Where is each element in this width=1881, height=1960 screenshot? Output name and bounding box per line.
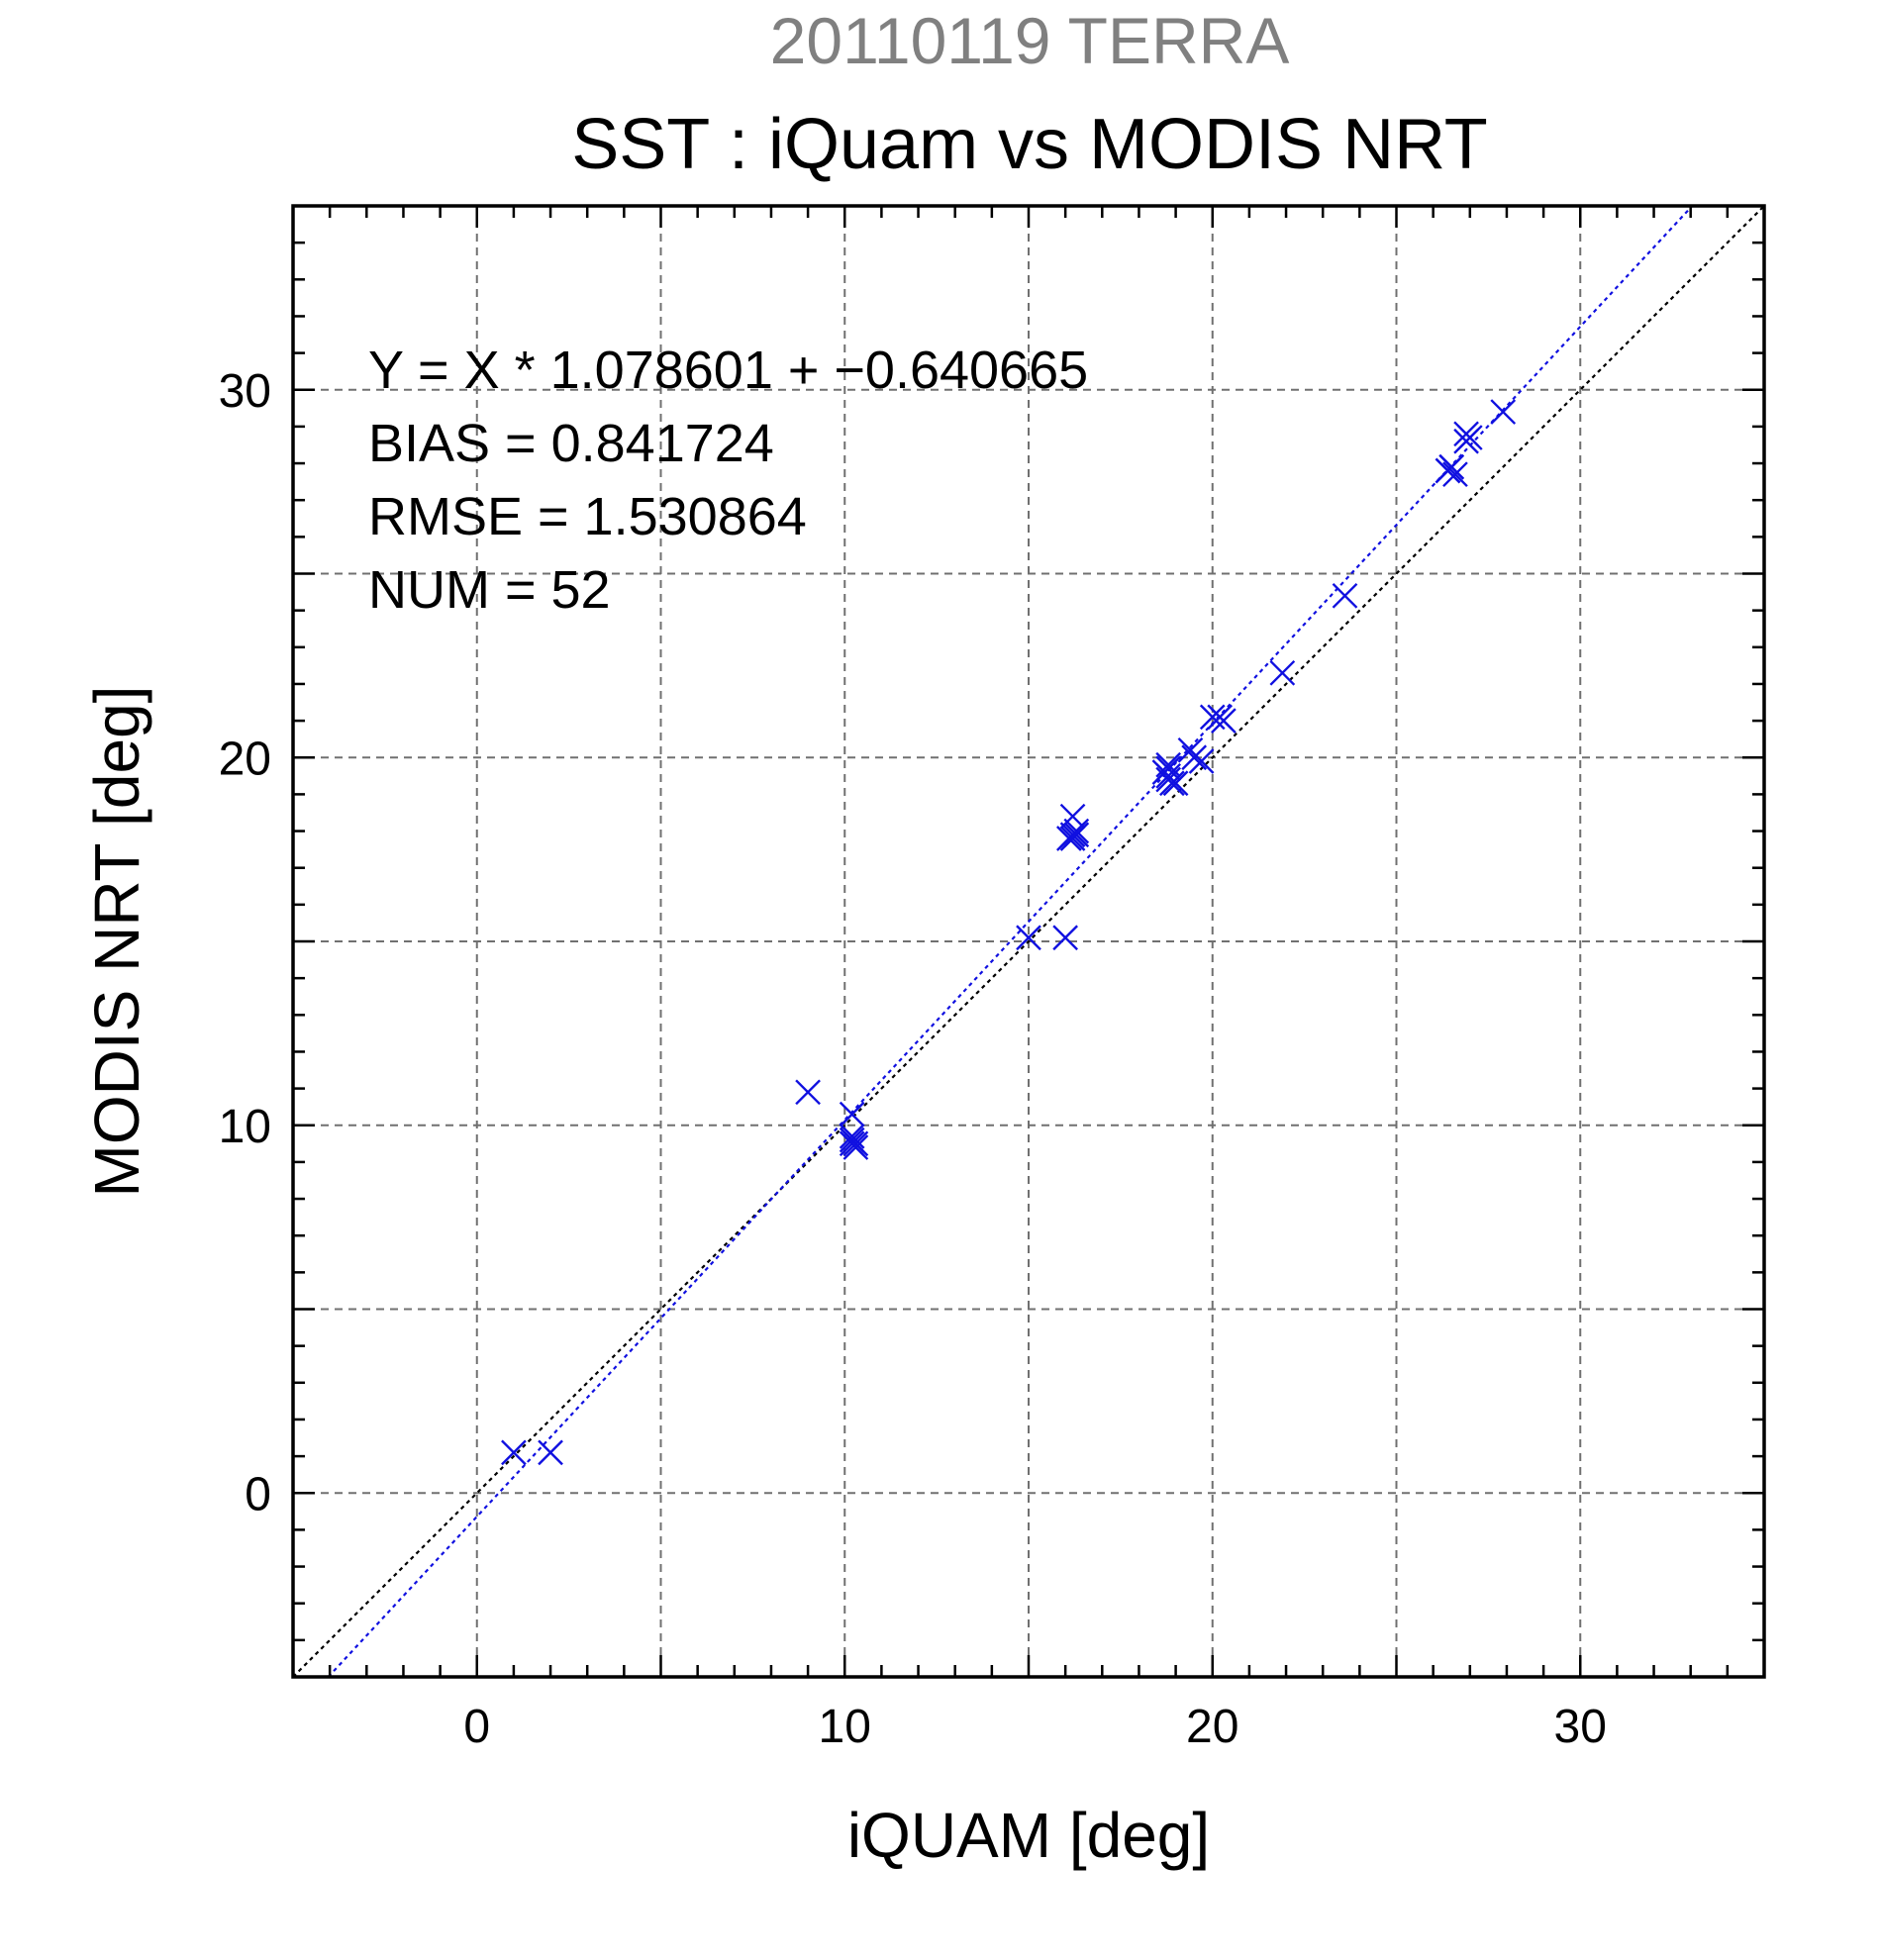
plot-frame — [291, 204, 1766, 1679]
data-point — [1332, 582, 1358, 609]
data-point — [1490, 399, 1517, 425]
data-point — [1438, 453, 1465, 480]
x-axis-label: iQUAM [deg] — [847, 1800, 1210, 1871]
y-tick-label: 20 — [219, 733, 271, 785]
x-tick-label: 0 — [463, 1701, 490, 1753]
reference-lines — [292, 205, 1765, 1678]
data-point — [1181, 744, 1208, 771]
data-point — [1155, 751, 1182, 778]
data-point — [1442, 461, 1468, 488]
x-tick-label: 10 — [819, 1701, 871, 1753]
data-points — [501, 399, 1517, 1466]
tick-labels: 0 10 20 30 0 10 20 30 — [219, 365, 1607, 1753]
chart-title: SST : iQuam vs MODIS NRT — [571, 105, 1488, 184]
data-point — [538, 1439, 563, 1466]
stats-num: NUM = 52 — [368, 560, 611, 620]
data-point — [1155, 755, 1182, 782]
data-point — [1052, 925, 1078, 951]
data-point — [839, 1101, 865, 1127]
data-point — [1162, 770, 1189, 797]
x-tick-label: 20 — [1186, 1701, 1238, 1753]
axis-ticks — [293, 206, 1764, 1677]
data-point — [1188, 748, 1215, 774]
data-point — [1059, 826, 1086, 851]
stats-bias: BIAS = 0.841724 — [368, 414, 774, 473]
y-tick-label: 0 — [245, 1468, 271, 1520]
data-point — [795, 1079, 821, 1106]
data-point — [842, 1130, 869, 1157]
y-axis-label: MODIS NRT [deg] — [81, 686, 152, 1198]
data-point — [1063, 818, 1090, 844]
fit-line — [327, 205, 1694, 1678]
data-point — [501, 1439, 527, 1466]
chart-supertitle: 20110119 TERRA — [770, 4, 1290, 77]
y-tick-label: 10 — [219, 1101, 271, 1153]
data-point — [1269, 659, 1296, 686]
x-tick-label: 30 — [1554, 1701, 1607, 1753]
stats-equation: Y = X * 1.078601 + −0.640665 — [368, 341, 1088, 400]
data-point — [1059, 803, 1086, 830]
data-point — [839, 1124, 865, 1149]
identity-line — [292, 205, 1765, 1678]
stats-rmse: RMSE = 1.530864 — [368, 487, 807, 546]
data-point — [1453, 428, 1479, 454]
data-point — [1207, 704, 1234, 731]
data-point — [1016, 925, 1041, 951]
y-tick-label: 30 — [219, 365, 271, 418]
